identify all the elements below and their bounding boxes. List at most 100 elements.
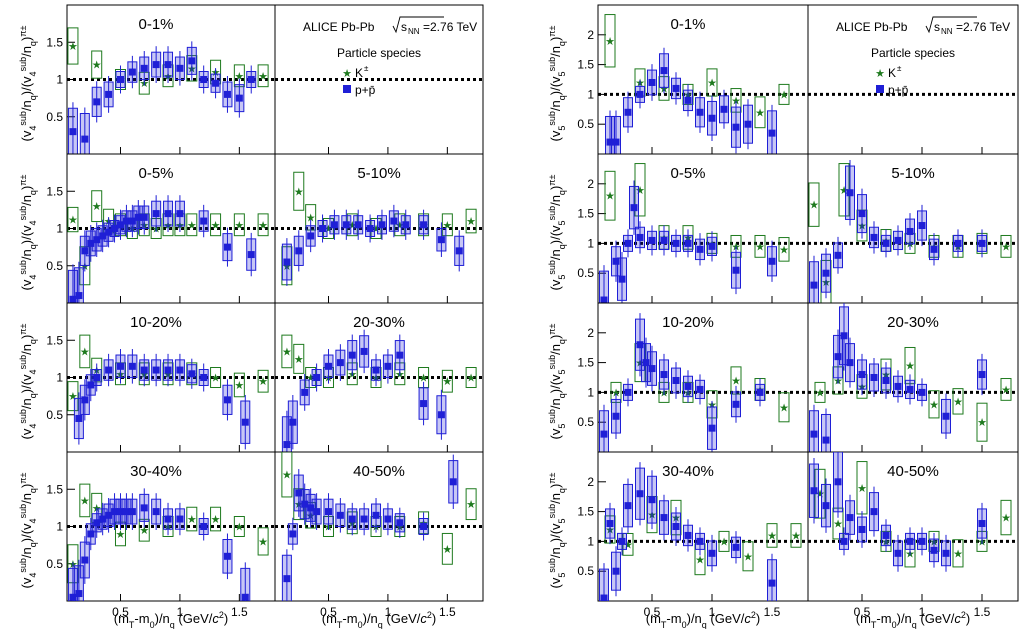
proton-point (390, 217, 398, 225)
data-points: ★★★★★★★★★★ (67, 334, 269, 450)
proton-point (360, 515, 368, 523)
proton-point (128, 68, 136, 76)
centrality-label: 10-20% (662, 314, 714, 331)
kaon-syst-box (1000, 378, 1012, 401)
kaon-syst-box (766, 523, 778, 548)
proton-point (116, 221, 124, 229)
kaon-syst-box (441, 213, 453, 237)
kaon-point: ★ (68, 215, 78, 227)
proton-point (360, 347, 368, 355)
legend-proton-label: p+p̄ (888, 83, 909, 97)
proton-point (81, 396, 89, 404)
proton-point (241, 418, 249, 426)
panel-frame (807, 451, 1019, 602)
proton-point (906, 537, 914, 545)
data-points: ★★★★★★★★ (604, 14, 790, 154)
proton-point (822, 436, 830, 444)
header-text: ALICE Pb-Pb (303, 20, 375, 34)
proton-point (894, 236, 902, 244)
centrality-label: 0-1% (670, 16, 705, 33)
proton-point (200, 217, 208, 225)
proton-point (930, 546, 938, 554)
kaon-syst-box (604, 170, 616, 221)
proton-point (116, 362, 124, 370)
proton-point (708, 424, 716, 432)
proton-point (600, 594, 608, 601)
kaon-point: ★ (324, 224, 334, 236)
kaon-point: ★ (815, 387, 825, 399)
proton-point (105, 511, 113, 519)
proton-point (918, 537, 926, 545)
proton-point (348, 515, 356, 523)
kaon-syst-box (718, 530, 730, 552)
kaon-point: ★ (1001, 384, 1011, 396)
data-points: ★★★★★★★★★★ (67, 483, 269, 601)
proton-point (295, 489, 303, 497)
kaon-point: ★ (1001, 241, 1011, 253)
proton-point (81, 556, 89, 564)
proton-point (660, 371, 668, 379)
centrality-label: 40-50% (353, 463, 405, 480)
panel-5-0: 0.511.52★★★★★★★★0-1% (577, 4, 809, 155)
proton-point (223, 243, 231, 251)
y-tick-label: 2 (587, 28, 594, 42)
kaon-point: ★ (743, 551, 753, 563)
proton-point (93, 98, 101, 106)
y-tick-label: 2 (587, 326, 594, 340)
proton-point (882, 376, 890, 384)
x-tick-label: 1 (709, 605, 716, 619)
kaon-syst-box (778, 237, 790, 262)
kaon-syst-box (210, 213, 222, 237)
sqrt-symbol (925, 16, 977, 34)
proton-point (289, 418, 297, 426)
kaon-point: ★ (815, 489, 825, 501)
proton-point (894, 382, 902, 390)
proton-point (612, 138, 620, 146)
proton-point (684, 531, 692, 539)
y-tick-label: 0.5 (46, 110, 63, 124)
proton-point (188, 370, 196, 378)
proton-point (307, 232, 315, 240)
kaon-point: ★ (611, 387, 621, 399)
y-tick-label: 0.5 (46, 557, 63, 571)
proton-point (660, 514, 668, 522)
proton-point (672, 523, 680, 530)
proton-point (630, 204, 638, 212)
kaon-point: ★ (371, 224, 381, 236)
x-tick-label: 1 (919, 605, 926, 619)
x-tick-label: 0.5 (644, 605, 661, 619)
y-tick-label: 1 (56, 371, 63, 385)
proton-point (672, 376, 680, 384)
proton-point (684, 382, 692, 390)
y-axis-label: (v5sub/nq)/(v5sub/nq)π± (547, 472, 567, 588)
proton-point (111, 225, 119, 232)
kaon-point: ★ (187, 514, 197, 526)
proton-point (648, 236, 656, 244)
kaon-point: ★ (234, 220, 244, 232)
proton-point (152, 61, 160, 69)
proton-point (235, 94, 243, 102)
proton-point (378, 221, 386, 229)
data-points: ★★★★★★★★★ (599, 462, 802, 601)
proton-point (307, 504, 315, 512)
proton-point (636, 233, 644, 241)
proton-point (420, 221, 428, 229)
kaon-point: ★ (767, 530, 777, 542)
proton-point (696, 108, 704, 116)
proton-point (846, 189, 854, 197)
proton-point (336, 359, 344, 367)
kaon-point: ★ (791, 530, 801, 542)
kaon-point: ★ (466, 373, 476, 385)
kaon-point: ★ (68, 41, 78, 53)
data-points: ★★★★★★★★★★ (281, 329, 477, 452)
header-text: ALICE Pb-Pb (836, 20, 908, 34)
data-points: ★★★★★★★★★ (809, 452, 1012, 572)
proton-point (200, 374, 208, 381)
kaon-point: ★ (839, 185, 849, 197)
legend-kaon-marker: ★ (875, 68, 885, 80)
proton-point (99, 515, 107, 523)
figure-v5: 0.5 1 1.5 2 ★ ★ ★ ★ ★ ★ ★ ★ 0-1% ALICE Pb-Pb sNN=2.76… (547, 4, 1019, 629)
energy-prefix: s (934, 20, 940, 34)
kaon-syst-box (79, 334, 91, 369)
